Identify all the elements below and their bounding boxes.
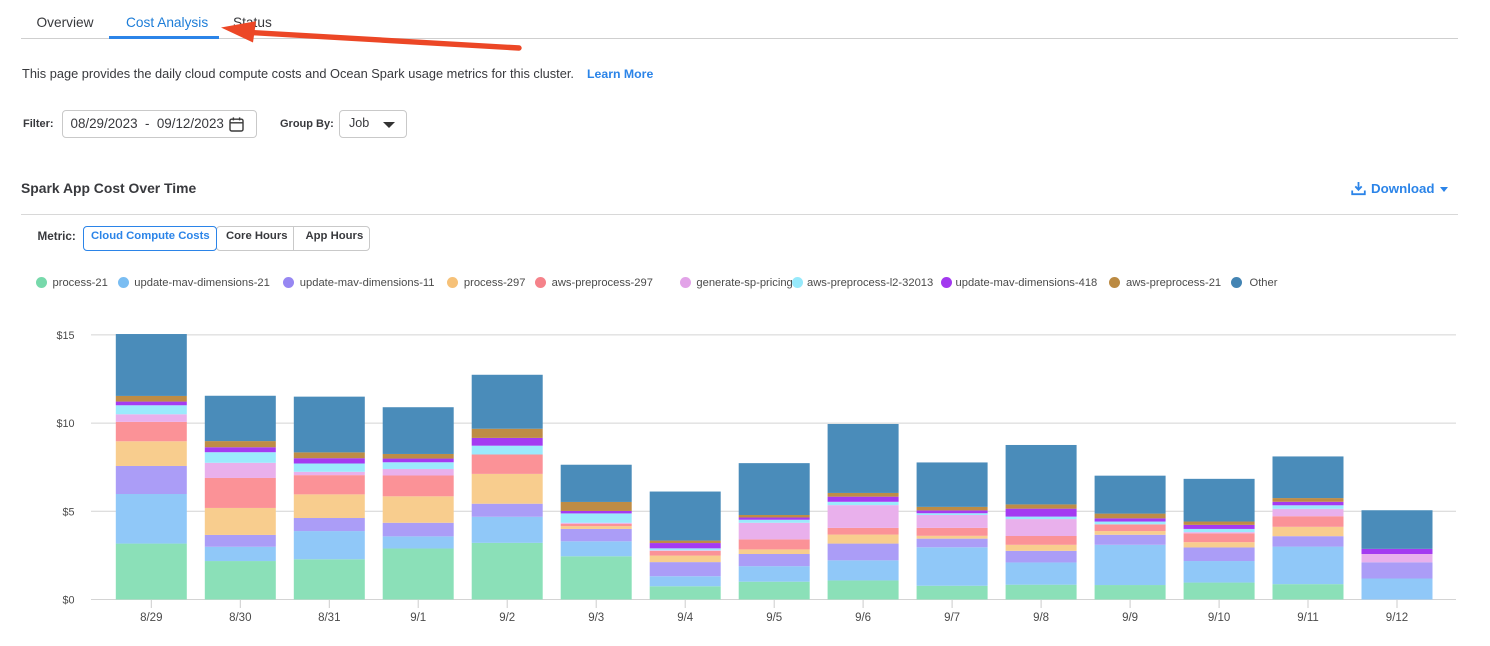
svg-text:9/6: 9/6 <box>855 612 871 624</box>
svg-text:$10: $10 <box>56 418 74 430</box>
svg-text:8/30: 8/30 <box>229 612 251 624</box>
svg-text:9/7: 9/7 <box>944 612 960 624</box>
svg-text:$0: $0 <box>62 595 74 607</box>
svg-text:$15: $15 <box>56 330 74 342</box>
svg-text:8/29: 8/29 <box>140 612 162 624</box>
svg-text:9/11: 9/11 <box>1297 612 1319 624</box>
svg-text:9/2: 9/2 <box>499 612 515 624</box>
svg-text:9/1: 9/1 <box>410 612 426 624</box>
svg-text:8/31: 8/31 <box>318 612 340 624</box>
svg-text:9/12: 9/12 <box>1386 612 1408 624</box>
svg-text:9/9: 9/9 <box>1122 612 1138 624</box>
svg-text:9/5: 9/5 <box>766 612 782 624</box>
svg-text:9/8: 9/8 <box>1033 612 1049 624</box>
svg-text:9/10: 9/10 <box>1208 612 1230 624</box>
svg-text:9/3: 9/3 <box>588 612 604 624</box>
svg-text:$5: $5 <box>62 506 74 518</box>
svg-text:9/4: 9/4 <box>677 612 694 624</box>
